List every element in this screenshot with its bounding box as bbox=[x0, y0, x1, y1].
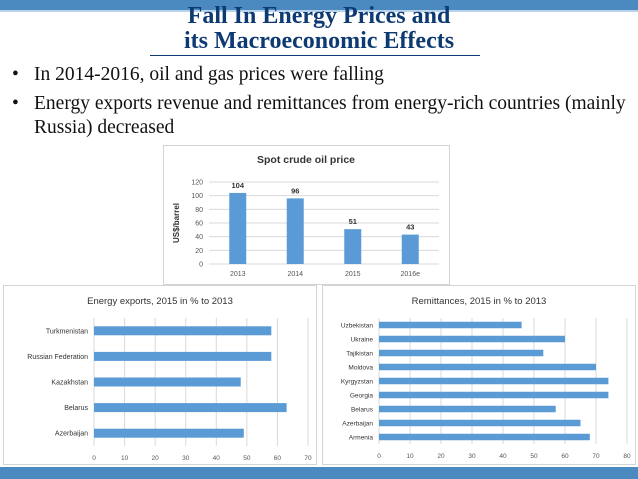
bar-azerbaijan bbox=[379, 419, 581, 427]
energy-exports-chart-panel: Energy exports, 2015 in % to 2013 0 10 20 30… bbox=[3, 285, 317, 465]
y-tick-label: 100 bbox=[191, 193, 203, 200]
category-label: Armenia bbox=[349, 435, 374, 442]
bar-2013 bbox=[229, 192, 247, 264]
x-tick-label: 2014 bbox=[287, 271, 303, 278]
chart-title: Energy exports, 2015 in % to 2013 bbox=[87, 296, 233, 307]
x-tick-label: 40 bbox=[213, 455, 221, 462]
x-tick-label: 10 bbox=[121, 455, 129, 462]
y-tick-label: 80 bbox=[195, 207, 203, 214]
bar-georgia bbox=[379, 391, 609, 399]
data-label: 104 bbox=[231, 181, 244, 190]
x-tick-label: 2016e bbox=[401, 271, 421, 278]
title-line-1: Fall In Energy Prices and bbox=[187, 3, 451, 29]
category-label: Azerbaijan bbox=[342, 421, 373, 428]
bar-2014 bbox=[286, 198, 304, 264]
bar-kazakhstan bbox=[94, 377, 241, 387]
bar-2016e bbox=[401, 234, 419, 264]
x-tick-label: 60 bbox=[561, 453, 569, 460]
x-tick-label: 70 bbox=[592, 453, 600, 460]
oil-price-chart-panel: Spot crude oil price 0 20 40 60 80 100 120 US$/b… bbox=[163, 145, 450, 285]
top-accent-stripe bbox=[0, 10, 638, 12]
x-tick-label: 2015 bbox=[345, 271, 361, 278]
category-label: Kyrgyzstan bbox=[341, 379, 374, 386]
x-tick-label: 60 bbox=[274, 455, 282, 462]
bar-turkmenistan bbox=[94, 326, 272, 336]
bullet-list: • In 2014-2016, oil and gas prices were … bbox=[8, 63, 633, 140]
top-accent-bar bbox=[0, 0, 638, 10]
bar-kyrgyzstan bbox=[379, 377, 609, 385]
category-label: Russian Federation bbox=[27, 354, 88, 361]
x-tick-label: 40 bbox=[499, 453, 507, 460]
bullet-dot: • bbox=[12, 64, 19, 85]
category-label: Moldova bbox=[348, 365, 373, 372]
y-axis-label: US$/barrel bbox=[172, 203, 181, 243]
bar-azerbaijan bbox=[94, 428, 244, 438]
title-line-2: its Macroeconomic Effects bbox=[183, 28, 455, 54]
bar-ukraine bbox=[379, 335, 565, 343]
category-label: Azerbaijan bbox=[55, 431, 88, 438]
data-label: 51 bbox=[349, 217, 357, 226]
chart-title: Spot crude oil price bbox=[257, 154, 355, 166]
x-tick-label: 20 bbox=[437, 453, 445, 460]
x-tick-label: 80 bbox=[623, 453, 631, 460]
category-label: Georgia bbox=[350, 393, 374, 400]
category-label: Tajikistan bbox=[346, 351, 373, 358]
bar-russian-federation bbox=[94, 351, 272, 361]
category-label: Belarus bbox=[64, 405, 88, 412]
x-tick-label: 70 bbox=[304, 455, 312, 462]
data-label: 43 bbox=[406, 223, 414, 232]
category-label: Uzbekistan bbox=[341, 323, 374, 330]
bullet-text-2: Energy exports revenue and remittances f… bbox=[34, 93, 626, 138]
bar-tajikistan bbox=[379, 349, 544, 357]
bar-belarus bbox=[379, 405, 556, 413]
x-tick-label: 10 bbox=[406, 453, 414, 460]
title-underline bbox=[150, 55, 480, 56]
bottom-accent-bar bbox=[0, 467, 638, 479]
bar-2015 bbox=[344, 229, 362, 264]
bar-armenia bbox=[379, 433, 590, 441]
bar-uzbekistan bbox=[379, 321, 522, 329]
x-tick-label: 20 bbox=[152, 455, 160, 462]
remittances-chart: Remittances, 2015 in % to 2013 0 10 20 30 40 5… bbox=[341, 296, 631, 460]
bar-belarus bbox=[94, 403, 287, 413]
x-tick-label: 2013 bbox=[230, 271, 246, 278]
y-tick-label: 20 bbox=[195, 248, 203, 255]
category-label: Ukraine bbox=[351, 337, 374, 344]
x-tick-label: 50 bbox=[530, 453, 538, 460]
bullet-text-1: In 2014-2016, oil and gas prices were fa… bbox=[34, 64, 384, 85]
y-tick-label: 120 bbox=[191, 180, 203, 187]
x-tick-label: 0 bbox=[92, 455, 96, 462]
bullet-dot: • bbox=[12, 93, 19, 114]
category-label: Turkmenistan bbox=[46, 328, 88, 335]
bullet-item-2: • Energy exports revenue and remittances… bbox=[8, 92, 633, 140]
bar-moldova bbox=[379, 363, 596, 371]
y-tick-label: 60 bbox=[195, 221, 203, 228]
slide-title: Fall In Energy Prices and its Macroecono… bbox=[0, 4, 638, 54]
data-label: 96 bbox=[291, 186, 299, 195]
y-tick-label: 0 bbox=[199, 262, 203, 269]
bullet-item-1: • In 2014-2016, oil and gas prices were … bbox=[8, 63, 633, 87]
category-label: Kazakhstan bbox=[51, 380, 88, 387]
x-tick-label: 50 bbox=[243, 455, 251, 462]
x-tick-label: 30 bbox=[182, 455, 190, 462]
remittances-chart-panel: Remittances, 2015 in % to 2013 0 10 20 30 40 5… bbox=[322, 285, 636, 465]
energy-exports-chart: Energy exports, 2015 in % to 2013 0 10 20 30… bbox=[27, 296, 312, 462]
y-tick-label: 40 bbox=[195, 234, 203, 241]
x-tick-label: 30 bbox=[468, 453, 476, 460]
oil-price-chart: Spot crude oil price 0 20 40 60 80 100 120 US$/b… bbox=[172, 154, 439, 278]
x-tick-label: 0 bbox=[377, 453, 381, 460]
chart-title: Remittances, 2015 in % to 2013 bbox=[412, 296, 547, 307]
category-label: Belarus bbox=[351, 407, 374, 414]
